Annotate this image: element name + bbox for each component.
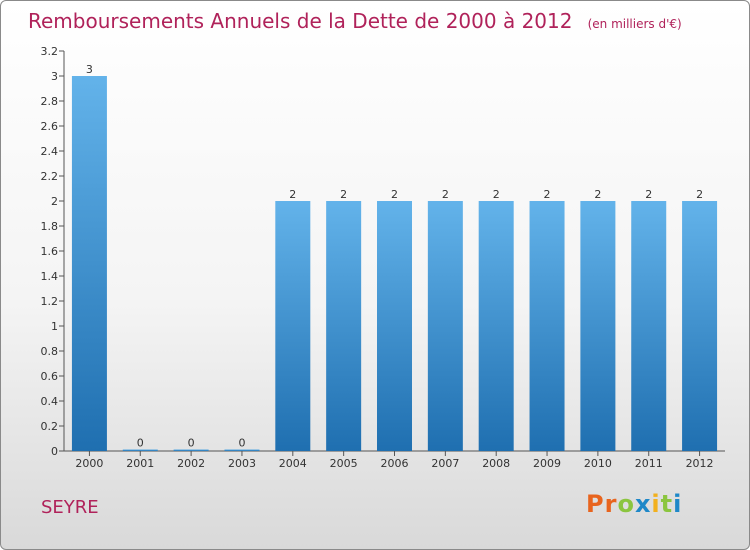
y-tick-label: 2.8 bbox=[41, 95, 59, 108]
x-tick-label: 2010 bbox=[584, 457, 612, 470]
data-label: 0 bbox=[238, 437, 245, 450]
data-label: 3 bbox=[86, 63, 93, 76]
logo-letter: x bbox=[634, 490, 652, 518]
bar bbox=[580, 201, 616, 451]
logo-letter: i bbox=[651, 490, 661, 518]
bar bbox=[427, 201, 463, 451]
logo-letter: i bbox=[673, 490, 683, 518]
y-tick-label: 1.8 bbox=[41, 220, 59, 233]
bar bbox=[682, 201, 718, 451]
data-label: 2 bbox=[544, 188, 551, 201]
data-label: 2 bbox=[289, 188, 296, 201]
data-labels: 3 0 0 0 2 2 2 2 2 2 2 2 2 bbox=[86, 63, 703, 450]
x-tick-label: 2007 bbox=[431, 457, 459, 470]
x-tick-label: 2008 bbox=[482, 457, 510, 470]
data-label: 2 bbox=[645, 188, 652, 201]
y-tick-label: 0 bbox=[51, 445, 58, 458]
y-tick-label: 1.6 bbox=[41, 245, 59, 258]
data-label: 2 bbox=[442, 188, 449, 201]
x-tick-label: 2002 bbox=[177, 457, 205, 470]
x-tick-label: 2006 bbox=[381, 457, 409, 470]
x-tick-label: 2000 bbox=[75, 457, 103, 470]
bar bbox=[71, 76, 107, 451]
y-tick-label: 2 bbox=[51, 195, 58, 208]
data-label: 2 bbox=[340, 188, 347, 201]
bar bbox=[631, 201, 667, 451]
y-tick-label: 0.6 bbox=[41, 370, 59, 383]
y-tick-label: 2.2 bbox=[41, 170, 59, 183]
chart-title: Remboursements Annuels de la Dette de 20… bbox=[28, 9, 682, 33]
y-tick-label: 3 bbox=[51, 70, 58, 83]
x-tick-label: 2005 bbox=[330, 457, 358, 470]
y-tick-label: 3.2 bbox=[41, 45, 59, 58]
y-tick-label: 2.6 bbox=[41, 120, 59, 133]
title-text: Remboursements Annuels de la Dette de 20… bbox=[28, 9, 573, 33]
bar bbox=[377, 201, 412, 451]
y-tick-label: 1.4 bbox=[41, 270, 59, 283]
x-tick-label: 2012 bbox=[686, 457, 714, 470]
y-tick-label: 1.2 bbox=[41, 295, 59, 308]
bar bbox=[173, 449, 209, 451]
title-unit: (en milliers d'€) bbox=[587, 17, 682, 31]
logo-letter: r bbox=[604, 490, 618, 518]
bar bbox=[224, 449, 260, 451]
x-tick-label: 2004 bbox=[279, 457, 307, 470]
bars bbox=[71, 76, 718, 451]
data-label: 2 bbox=[391, 188, 398, 201]
y-tick-label: 0.4 bbox=[41, 395, 59, 408]
proxiti-logo: Proxiti bbox=[586, 490, 682, 518]
y-tick-label: 2.4 bbox=[41, 145, 59, 158]
data-label: 2 bbox=[696, 188, 703, 201]
y-tick-label: 0.2 bbox=[41, 420, 59, 433]
x-tick-label: 2011 bbox=[635, 457, 663, 470]
bar bbox=[529, 201, 565, 451]
x-tick-label: 2001 bbox=[126, 457, 154, 470]
bar bbox=[122, 449, 158, 451]
bar bbox=[478, 201, 514, 451]
place-name: SEYRE bbox=[41, 497, 99, 518]
y-tick-label: 0.8 bbox=[41, 345, 59, 358]
data-label: 2 bbox=[493, 188, 500, 201]
data-label: 0 bbox=[188, 437, 195, 450]
logo-letter: o bbox=[617, 490, 635, 518]
data-label: 2 bbox=[594, 188, 601, 201]
y-tick-label: 1 bbox=[51, 320, 58, 333]
bar bbox=[275, 201, 311, 451]
logo-letter: P bbox=[586, 490, 605, 518]
data-label: 0 bbox=[137, 437, 144, 450]
x-tick-label: 2003 bbox=[228, 457, 256, 470]
logo-letter: t bbox=[660, 490, 674, 518]
axes: 0 0.2 0.4 0.6 0.8 1 1.2 1.4 1.6 1.8 2 2.2 2.4 2.6 2.8 3… bbox=[41, 45, 725, 470]
bar bbox=[326, 201, 362, 451]
x-tick-label: 2009 bbox=[533, 457, 561, 470]
